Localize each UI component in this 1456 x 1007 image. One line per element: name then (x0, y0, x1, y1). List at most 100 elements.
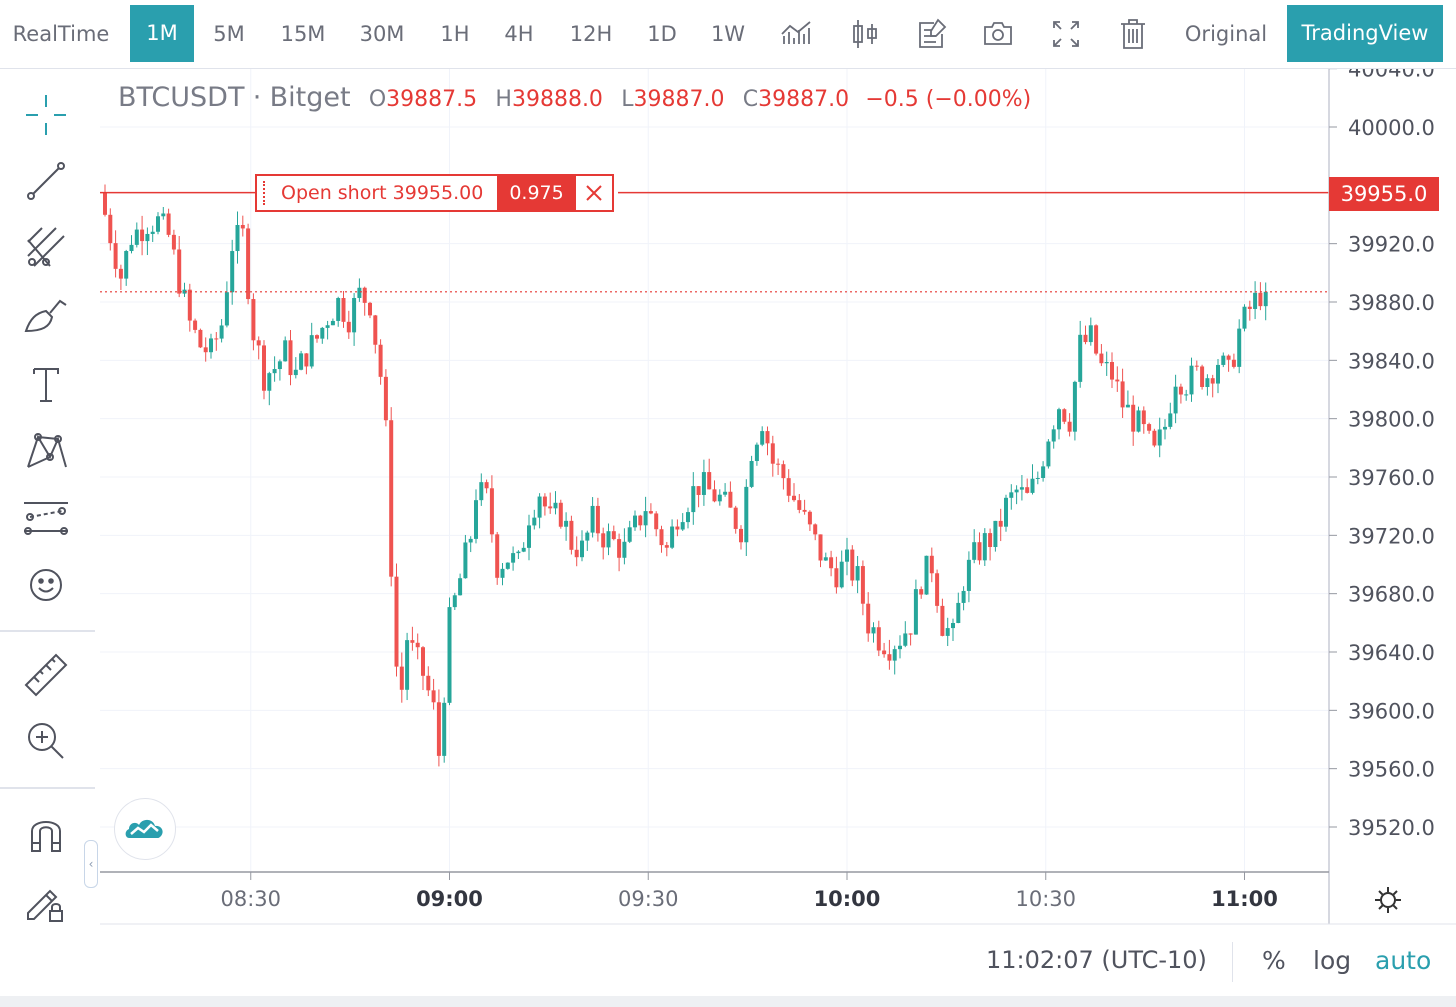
lock-drawing-icon[interactable] (20, 875, 72, 927)
realtime-button[interactable]: RealTime (12, 22, 110, 46)
candle-body (548, 506, 553, 509)
percent-scale-button[interactable]: % (1262, 946, 1286, 975)
candle-body (341, 298, 346, 322)
bottom-strip (0, 996, 1456, 1007)
candle-body (829, 557, 834, 569)
gear-icon[interactable] (1372, 884, 1404, 916)
notes-icon[interactable] (912, 14, 952, 54)
candle-body (224, 292, 229, 326)
bottom-divider (1232, 942, 1233, 982)
candle-body (1178, 386, 1183, 395)
ruler-icon[interactable] (20, 649, 72, 701)
candle-body (993, 520, 998, 548)
close-label: C (742, 87, 759, 112)
x-tick-label: 09:30 (618, 887, 679, 911)
candle-body (972, 542, 977, 560)
candle-body (1004, 497, 1008, 527)
interval-15m-button[interactable]: 15M (280, 22, 326, 46)
candle-body (935, 573, 940, 606)
cloud-chart-icon (125, 819, 163, 838)
symbol-name: BTCUSDT (118, 82, 245, 113)
x-tick-label: 09:00 (416, 887, 483, 911)
text-tool-icon[interactable] (20, 359, 72, 411)
open-short-order[interactable]: Open short 39955.00 0.975 (255, 174, 614, 212)
interval-1d-button[interactable]: 1D (647, 22, 677, 46)
candle-body (166, 213, 171, 235)
pattern-icon[interactable] (20, 425, 72, 477)
prediction-icon[interactable] (20, 493, 72, 545)
candle-body (1136, 410, 1141, 432)
crosshair-icon[interactable] (20, 89, 72, 141)
trend-line-icon[interactable] (20, 155, 72, 207)
candle-body (553, 502, 558, 509)
y-tick-label: 40000.0 (1348, 116, 1435, 140)
x-tick-label: 08:30 (220, 887, 281, 911)
auto-scale-button[interactable]: auto (1375, 946, 1432, 975)
original-view-button[interactable]: Original (1184, 22, 1268, 46)
candle-body (1157, 429, 1162, 446)
candle-body (1163, 426, 1167, 430)
candle-body (415, 642, 420, 648)
candle-body (283, 340, 288, 362)
candle-body (1115, 379, 1120, 382)
clock-time[interactable]: 11:02:07 (UTC-10) (986, 946, 1207, 974)
candle-body (214, 338, 219, 340)
interval-5m-button[interactable]: 5M (213, 22, 245, 46)
y-tick-label: 39560.0 (1348, 758, 1435, 782)
tradingview-button[interactable]: TradingView (1287, 5, 1443, 62)
candle-body (633, 515, 637, 528)
order-quantity[interactable]: 0.975 (497, 176, 576, 210)
candle-body (219, 325, 224, 339)
interval-4h-button[interactable]: 4H (504, 22, 534, 46)
emoji-icon[interactable] (20, 559, 72, 611)
candle-body (1237, 328, 1242, 367)
candle-body (1173, 386, 1178, 414)
candle-body (701, 472, 706, 495)
collapse-toolbar-button[interactable]: ‹ (84, 840, 98, 888)
candle-body (209, 338, 213, 353)
pitchfork-icon[interactable] (20, 222, 72, 274)
candle-body (908, 633, 913, 635)
change-value: −0.5 (−0.00%) (865, 87, 1032, 112)
candle-body (850, 549, 855, 581)
fullscreen-icon[interactable] (1046, 14, 1086, 54)
candle-body (177, 249, 182, 294)
candle-body (362, 287, 367, 303)
close-value: 39887.0 (758, 87, 850, 112)
interval-12h-button[interactable]: 12H (569, 22, 613, 46)
candle-body (818, 534, 823, 561)
interval-30m-button[interactable]: 30M (359, 22, 405, 46)
camera-icon[interactable] (978, 14, 1018, 54)
candle-body (378, 344, 383, 377)
y-tick-label: 39760.0 (1348, 466, 1435, 490)
candle-body (1088, 325, 1093, 343)
zoom-in-icon[interactable] (20, 715, 72, 767)
candle-body (1131, 404, 1136, 432)
toolbar-divider (0, 630, 95, 632)
tradingview-logo-button[interactable] (114, 798, 176, 860)
candle-body (1099, 353, 1104, 364)
y-tick-label: 39640.0 (1348, 641, 1435, 665)
log-scale-button[interactable]: log (1313, 946, 1352, 975)
candle-body (442, 702, 447, 756)
candle-body (882, 650, 887, 655)
drag-handle[interactable] (263, 181, 275, 205)
interval-1m-button[interactable]: 1M (130, 5, 194, 62)
candle-body (913, 589, 918, 635)
brush-icon[interactable] (20, 291, 72, 343)
candle-body (474, 500, 478, 539)
indicators-icon[interactable] (776, 14, 816, 54)
chart-type-icon[interactable] (845, 14, 885, 54)
candle-body (686, 512, 690, 523)
interval-1h-button[interactable]: 1H (440, 22, 470, 46)
interval-1w-button[interactable]: 1W (710, 22, 746, 46)
magnet-icon[interactable] (20, 807, 72, 859)
close-icon[interactable] (576, 176, 612, 210)
candle-body (654, 513, 659, 530)
candle-body (733, 507, 738, 529)
candle-body (887, 654, 892, 661)
trash-icon[interactable] (1113, 14, 1153, 54)
candle-body (744, 486, 749, 543)
candle-body (717, 494, 722, 502)
